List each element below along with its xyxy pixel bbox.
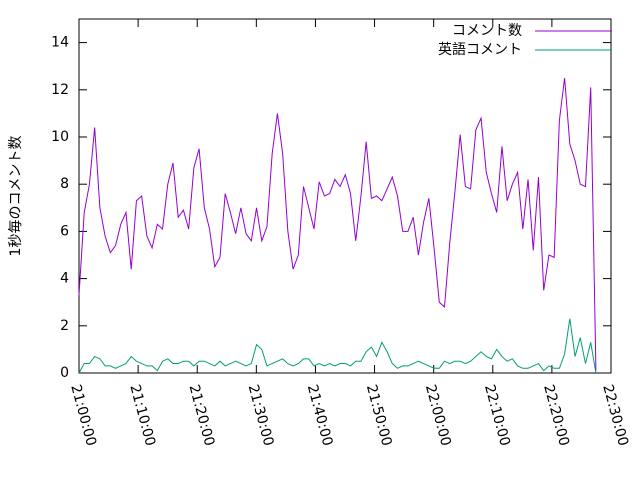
y-tick-label: 0 (60, 365, 69, 381)
y-tick-label: 6 (60, 223, 69, 239)
x-tick-label: 22:00:00 (422, 383, 454, 448)
y-tick-label: 12 (51, 82, 69, 98)
data-line (78, 318, 597, 374)
x-tick-label: 21:40:00 (304, 383, 336, 448)
x-tick-label: 21:50:00 (363, 383, 395, 448)
x-tick-label: 21:00:00 (67, 383, 99, 448)
y-tick-label: 10 (51, 129, 69, 145)
y-tick-label: 4 (60, 271, 69, 287)
x-tick-label: 22:10:00 (481, 383, 513, 448)
legend-label: 英語コメント (438, 41, 522, 58)
y-axis-label: 1秒毎のコメント数 (8, 136, 24, 257)
legend-label: コメント数 (452, 23, 522, 39)
y-tick-label: 8 (60, 176, 69, 192)
x-tick-label: 21:10:00 (126, 383, 158, 448)
y-tick-label: 14 (51, 35, 69, 51)
x-tick-label: 22:30:00 (599, 383, 631, 448)
x-tick-label: 22:20:00 (540, 383, 572, 448)
x-tick-label: 21:20:00 (185, 383, 217, 448)
data-line (78, 77, 597, 371)
x-tick-label: 21:30:00 (245, 383, 277, 448)
plot-frame (78, 18, 612, 374)
y-tick-label: 2 (60, 318, 69, 334)
